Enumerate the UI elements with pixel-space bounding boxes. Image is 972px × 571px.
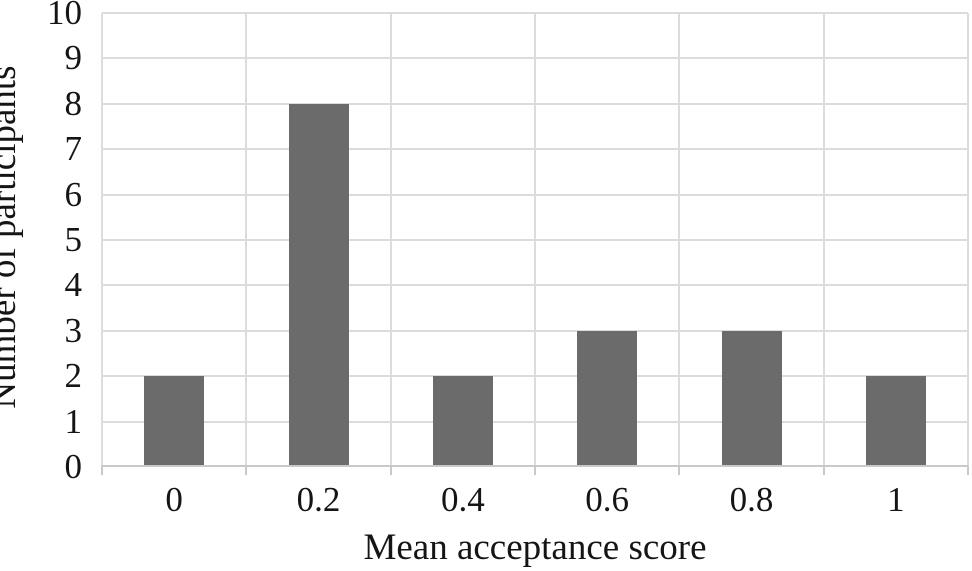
bar [865,376,926,465]
x-axis-title: Mean acceptance score [363,527,707,568]
x-axis-tick [967,466,969,475]
bar [144,376,205,465]
plot-area [101,12,969,467]
y-tick-label: 8 [64,83,83,123]
x-axis-tick [101,466,103,475]
y-tick-label: 2 [64,356,83,396]
x-axis-tick [245,466,248,475]
bar [577,330,638,465]
bar [721,330,782,465]
y-tick-label: 4 [64,265,83,305]
vertical-gridline [389,13,392,467]
y-tick-label: 0 [64,447,83,486]
y-tick-label: 9 [64,38,83,78]
y-tick-label: 1 [64,401,83,441]
vertical-gridline [678,13,681,467]
vertical-gridline [101,13,103,467]
x-tick-label: 0.8 [729,480,774,519]
x-axis-tick [534,466,536,475]
y-tick-label: 10 [47,0,82,32]
vertical-gridline [967,13,969,467]
x-axis-tick [389,466,392,475]
bar [432,376,493,465]
bar [288,103,349,465]
y-tick-label: 7 [64,129,83,169]
vertical-gridline [822,13,825,467]
x-axis-tick [678,466,681,475]
x-axis-tick [822,466,825,475]
x-tick-label: 0.2 [296,480,341,519]
x-axis-line [102,465,968,467]
vertical-gridline [245,13,248,467]
x-tick-label: 0.6 [585,480,630,519]
x-tick-label: 1 [887,480,905,519]
y-tick-label: 6 [64,174,83,214]
x-tick-label: 0 [165,480,183,519]
vertical-gridline [534,13,536,467]
x-tick-label: 0.4 [440,480,485,519]
y-tick-label: 3 [64,310,83,350]
y-tick-label: 5 [64,220,83,259]
